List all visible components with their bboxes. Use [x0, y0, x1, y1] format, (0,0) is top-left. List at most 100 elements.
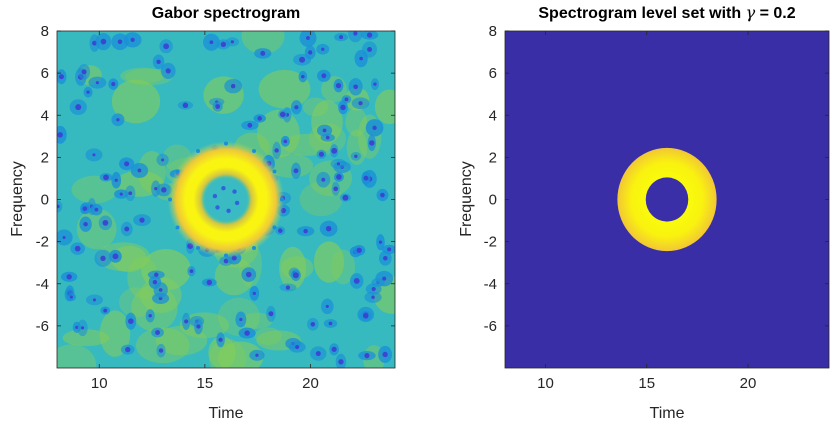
spectrogram-energy-patch: [217, 341, 264, 368]
spectrogram-panel: Gabor spectrogram 10 15 20 -6 -4 -2 0 2 4 6 8 Tim…: [9, 5, 396, 422]
level-set-title-suffix: = 0.2: [755, 5, 796, 22]
spectrogram-zero: [163, 43, 170, 50]
spectrogram-y-tick-label: 2: [41, 149, 49, 166]
spectrogram-valley: [57, 200, 63, 213]
spectrogram-x-tick-label: 20: [302, 375, 319, 392]
level-set-x-tick-label: 20: [740, 375, 757, 392]
spectrogram-zero: [124, 226, 130, 232]
spectrogram-zero: [116, 118, 120, 122]
spectrogram-ring-zero: [168, 197, 173, 202]
spectrogram-zero: [189, 269, 194, 274]
spectrogram-zero: [83, 221, 88, 227]
spectrogram-energy-patch: [241, 31, 285, 55]
spectrogram-y-tick-label: 6: [41, 65, 49, 82]
spectrogram-zero: [363, 175, 369, 181]
spectrogram-zero: [353, 277, 360, 284]
level-set-y-tick-label: -2: [484, 234, 497, 251]
spectrogram-zero: [245, 271, 252, 278]
spectrogram-zero: [301, 74, 305, 79]
level-set-x-ticks: 10 15 20: [537, 31, 756, 392]
spectrogram-y-tick-label: -6: [36, 318, 49, 335]
level-set-x-label: Time: [650, 405, 685, 422]
spectrogram-zero: [318, 151, 324, 157]
spectrogram-energy-patch: [254, 327, 282, 345]
spectrogram-x-ticks: 10 15 20: [91, 31, 319, 392]
spectrogram-energy-patch: [302, 97, 329, 117]
spectrogram-ring-zero: [175, 169, 180, 174]
spectrogram-zero: [94, 207, 99, 212]
spectrogram-energy-patch: [374, 89, 395, 125]
level-set-y-tick-label: -4: [484, 276, 497, 293]
spectrogram-zero: [82, 206, 88, 211]
spectrogram-zero: [373, 82, 377, 86]
spectrogram-zero: [81, 69, 87, 75]
level-set-y-label: Frequency: [458, 161, 475, 237]
spectrogram-zero: [196, 324, 201, 329]
spectrogram-zero: [112, 253, 119, 260]
spectrogram-zero: [184, 319, 189, 324]
spectrogram-x-tick-label: 10: [91, 375, 108, 392]
spectrogram-zero: [336, 162, 341, 166]
spectrogram-zero: [182, 102, 189, 109]
level-set-y-tick-label: 6: [489, 65, 497, 82]
spectrogram-zero: [274, 148, 279, 153]
spectrogram-zero: [252, 291, 256, 296]
level-set-y-tick-label: 4: [489, 107, 497, 124]
spectrogram-hole-zero: [221, 185, 226, 191]
level-set-y-tick-label: 8: [489, 23, 497, 40]
spectrogram-zero: [154, 272, 159, 277]
spectrogram-zero: [303, 228, 308, 234]
spectrogram-zero: [306, 36, 310, 40]
spectrogram-zero: [285, 285, 291, 290]
spectrogram-zero: [279, 111, 286, 118]
spectrogram-zero: [100, 255, 106, 262]
spectrogram-zero: [257, 116, 262, 121]
spectrogram-zero: [299, 56, 306, 63]
spectrogram-y-tick-label: -2: [36, 234, 49, 251]
spectrogram-zero: [382, 276, 387, 281]
spectrogram-zero: [209, 40, 214, 45]
spectrogram-zero: [165, 68, 171, 74]
level-set-title-symbol: γ: [746, 3, 756, 22]
spectrogram-zero: [125, 346, 131, 353]
spectrogram-energy-patch: [258, 69, 311, 109]
spectrogram-zero: [293, 168, 299, 174]
spectrogram-ring-zero: [279, 197, 284, 202]
spectrogram-zero: [102, 219, 109, 226]
spectrogram-zero: [278, 228, 283, 233]
spectrogram-hole-zero: [234, 200, 240, 206]
spectrogram-ring-zero: [272, 169, 277, 174]
spectrogram-zero: [321, 73, 327, 79]
spectrogram-zero: [220, 41, 227, 48]
spectrogram-zero: [387, 247, 392, 252]
level-set-x-tick-label: 15: [638, 375, 655, 392]
spectrogram-zero: [331, 346, 337, 352]
spectrogram-zero: [321, 177, 326, 182]
spectrogram-hole-zero: [232, 189, 237, 194]
spectrogram-zero: [382, 351, 388, 358]
spectrogram-zero: [80, 326, 85, 330]
spectrogram-zero: [371, 286, 376, 292]
spectrogram-energy-patch: [313, 241, 345, 283]
spectrogram-zero: [322, 128, 327, 133]
spectrogram-zero: [255, 353, 259, 357]
spectrogram-energy-patch: [124, 68, 173, 86]
level-set-ring: [617, 147, 717, 252]
spectrogram-valley: [348, 31, 363, 43]
spectrogram-hole-zero: [215, 205, 220, 210]
spectrogram-zero: [354, 154, 358, 158]
spectrogram-zero: [315, 351, 321, 357]
spectrogram-zero: [339, 35, 344, 40]
spectrogram-y-tick-label: 4: [41, 107, 49, 124]
spectrogram-zero: [117, 39, 123, 45]
spectrogram-y-tick-label: -4: [36, 276, 49, 293]
spectrogram-hole-zero: [212, 193, 218, 199]
spectrogram-energy-patch: [120, 67, 165, 84]
spectrogram-energy-patch: [57, 344, 97, 368]
spectrogram-zero: [100, 38, 107, 45]
spectrogram-zero: [294, 105, 299, 110]
spectrogram-zero: [58, 74, 64, 80]
spectrogram-y-tick-label: 0: [41, 192, 49, 209]
spectrogram-zero: [95, 81, 99, 85]
